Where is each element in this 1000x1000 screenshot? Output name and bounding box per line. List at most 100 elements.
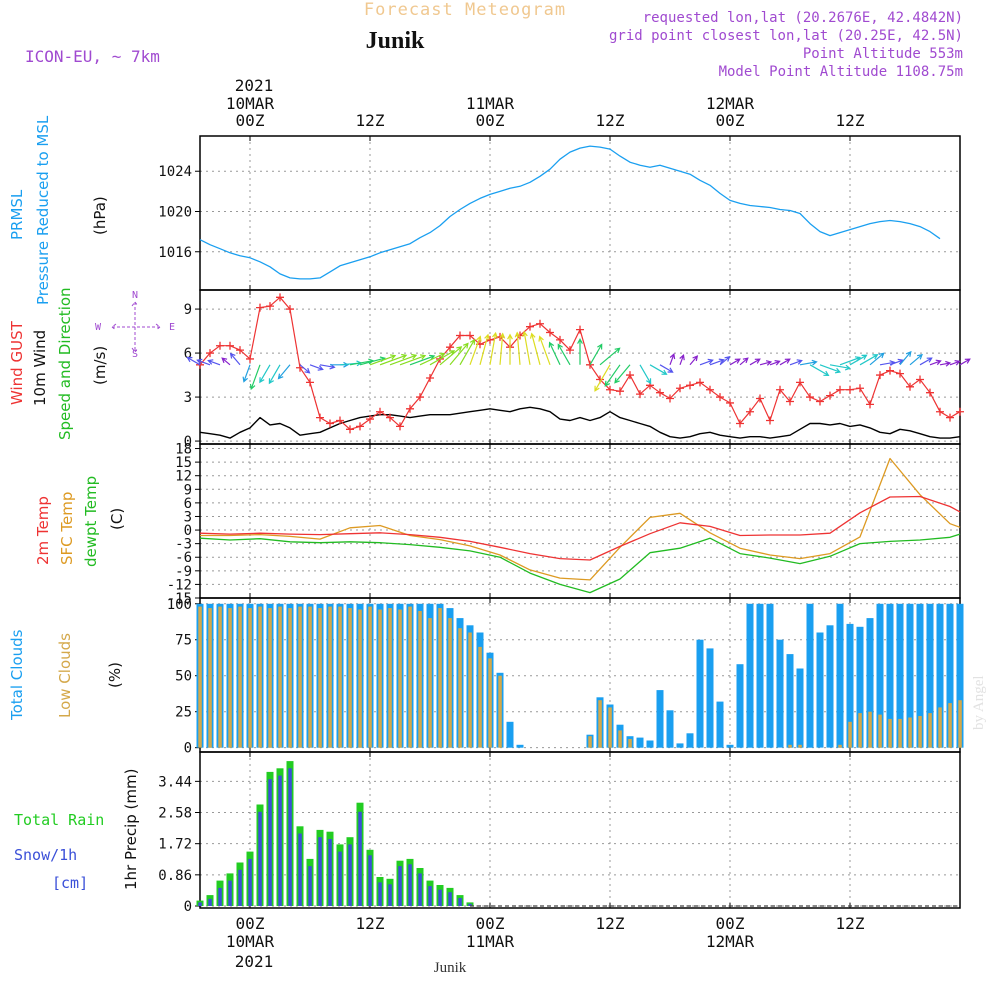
- low-cloud-bar: [598, 700, 602, 748]
- low-cloud-bar: [918, 716, 922, 748]
- ytick-label: 1.72: [158, 837, 192, 853]
- ytick-label: -3: [175, 537, 192, 553]
- wind-dir-label: Speed and Direction: [56, 287, 74, 440]
- ytick-label: -6: [175, 550, 192, 566]
- low-cloud-bar: [858, 713, 862, 748]
- wind-speed-line: [199, 406, 961, 439]
- dewpt-line: [199, 533, 961, 594]
- low-cloud-bar: [288, 608, 292, 748]
- gust-marker: [706, 385, 714, 394]
- low-cloud-bar: [388, 608, 392, 748]
- ytick-label: 9: [184, 482, 192, 498]
- total-cloud-bar: [886, 603, 894, 748]
- gust-marker: [696, 378, 704, 387]
- low-cloud-bar: [948, 703, 952, 748]
- wind-arrow: [389, 353, 418, 366]
- gust-marker: [266, 302, 274, 311]
- gust-marker: [326, 419, 334, 428]
- total-cloud-bar: [806, 603, 814, 748]
- ytick-label: -15: [167, 591, 192, 607]
- gust-marker: [576, 325, 584, 334]
- gust-marker: [686, 381, 694, 390]
- total-cloud-bar: [676, 743, 684, 748]
- gust-marker: [356, 422, 364, 431]
- pressure-label: PRMSL: [8, 189, 26, 240]
- low-cloud-bar: [928, 713, 932, 748]
- low-cloud-bar: [868, 711, 872, 748]
- wind-arrow: [538, 335, 551, 366]
- wind-arrow: [449, 342, 469, 366]
- wind-arrow: [689, 355, 699, 366]
- snow-bar: [308, 866, 312, 906]
- t2m-label: 2m Temp: [34, 496, 52, 565]
- wind-arrow: [242, 364, 251, 383]
- wind-arrow: [789, 359, 803, 366]
- gust-marker: [246, 354, 254, 363]
- snow-bar: [208, 898, 212, 906]
- wind-arrow: [309, 364, 324, 371]
- total-cloud-bar: [836, 603, 844, 748]
- gust-label: Wind GUST: [8, 320, 26, 405]
- wind-arrow: [929, 359, 942, 366]
- low-cloud-bar: [408, 606, 412, 748]
- ytick-label: -9: [175, 564, 192, 580]
- wind-arrow: [277, 364, 291, 380]
- watermark: by Angel: [971, 675, 987, 730]
- ytick-label: 0: [184, 899, 192, 915]
- wind-arrow: [557, 343, 571, 366]
- compass-n: N: [132, 290, 138, 301]
- gust-marker: [836, 385, 844, 394]
- total-cloud-bar: [716, 701, 724, 748]
- snow-bar: [228, 880, 232, 906]
- wind-arrow: [507, 333, 513, 365]
- low-cloud-bar: [258, 606, 262, 748]
- low-clouds-label: Low Clouds: [56, 633, 74, 718]
- precip-unit: 1hr Precip (mm): [122, 769, 140, 890]
- footer-location: Junik: [434, 960, 467, 976]
- snow-bar: [298, 833, 302, 906]
- sfc-label: SFC Temp: [58, 492, 76, 565]
- ytick-label: 3: [184, 390, 192, 406]
- low-cloud-bar: [218, 606, 222, 748]
- total-cloud-bar: [726, 744, 734, 748]
- low-cloud-bar: [338, 606, 342, 748]
- pressure-line: [199, 145, 941, 280]
- total-cloud-bar: [686, 733, 694, 748]
- low-cloud-bar: [248, 608, 252, 748]
- xtick-label-bottom: 00Z: [236, 914, 265, 933]
- gust-marker: [346, 425, 354, 434]
- xtick-date-bottom: 12MAR: [706, 932, 755, 951]
- model-label: ICON-EU, ~ 7km: [25, 47, 160, 66]
- low-cloud-bar: [448, 618, 452, 748]
- snow-bar: [448, 892, 452, 906]
- snow-bar: [428, 886, 432, 906]
- gust-marker: [826, 391, 834, 400]
- wind-arrow: [659, 364, 674, 373]
- low-cloud-bar: [908, 717, 912, 748]
- wind-arrow: [489, 331, 498, 365]
- gust-marker: [756, 394, 764, 403]
- gust-marker: [616, 387, 624, 396]
- low-cloud-bar: [618, 730, 622, 748]
- snow-bar: [358, 811, 362, 906]
- ytick-label: 1020: [158, 204, 192, 220]
- total-cloud-bar: [736, 664, 744, 748]
- gust-marker: [206, 349, 214, 358]
- gust-marker: [926, 388, 934, 397]
- gust-marker: [256, 303, 264, 312]
- low-cloud-bar: [848, 721, 852, 748]
- wind-arrow: [829, 364, 852, 371]
- wind-arrow: [949, 360, 961, 366]
- rain-label: Total Rain: [14, 811, 104, 829]
- panel-frame: [199, 289, 961, 445]
- gust-marker: [606, 385, 614, 394]
- gust-marker: [526, 322, 534, 331]
- clouds-unit: (%): [106, 662, 124, 688]
- low-cloud-bar: [208, 608, 212, 748]
- pressure-unit: (hPa): [91, 196, 109, 235]
- wind-arrow: [299, 364, 311, 374]
- xtick-label-top: 12Z: [836, 111, 865, 130]
- wind-arrow: [594, 364, 611, 392]
- total-cloud-bar: [646, 740, 654, 748]
- gust-marker: [456, 331, 464, 340]
